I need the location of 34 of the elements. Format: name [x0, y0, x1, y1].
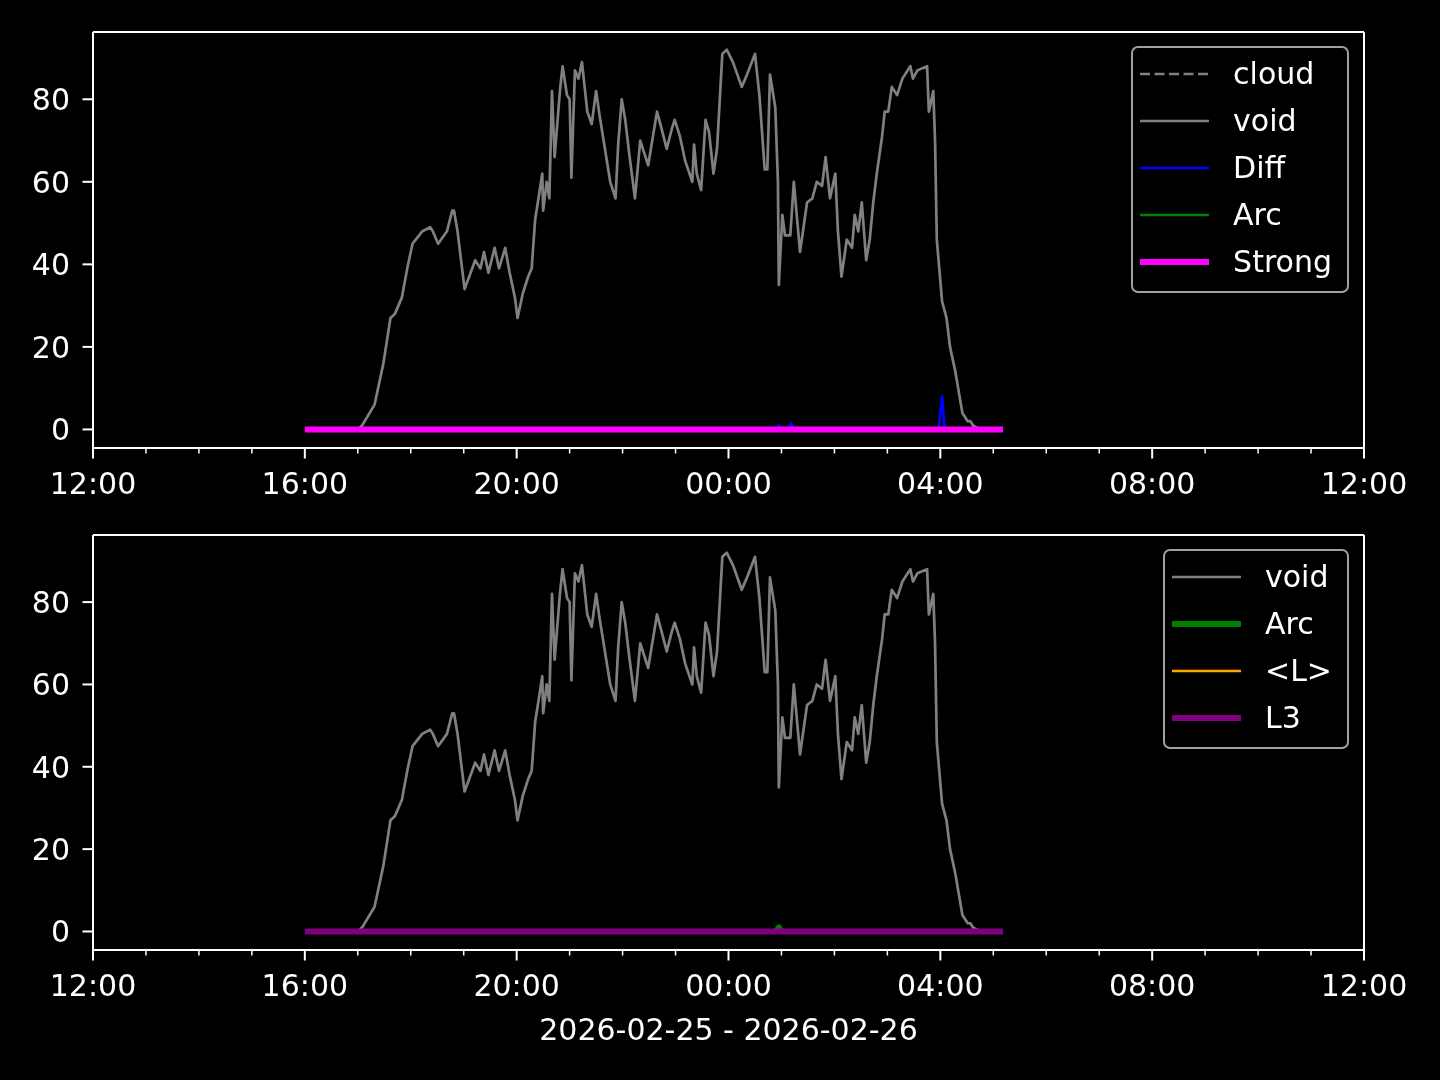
x-tick-label: 12:00 — [1320, 466, 1408, 501]
x-tick-label: 00:00 — [685, 466, 772, 501]
legend-label: Strong — [1233, 243, 1332, 279]
legend-label: void — [1265, 558, 1329, 594]
y-tick-label: 40 — [31, 749, 70, 785]
legend-label: Arc — [1233, 196, 1282, 232]
legend-label: <L> — [1265, 652, 1332, 688]
y-tick-label: 20 — [31, 329, 70, 365]
x-tick-label: 08:00 — [1108, 466, 1196, 501]
x-tick-label: 20:00 — [473, 968, 560, 1003]
y-tick-label: 0 — [50, 412, 70, 448]
x-tick-label: 16:00 — [261, 466, 349, 501]
x-tick-label: 16:00 — [261, 968, 349, 1003]
legend-label: Arc — [1265, 605, 1314, 641]
x-tick-label: 04:00 — [897, 466, 984, 501]
x-tick-label: 08:00 — [1108, 968, 1196, 1003]
legend-label: L3 — [1265, 699, 1301, 735]
x-tick-label: 12:00 — [49, 466, 137, 501]
y-tick-label: 60 — [31, 164, 70, 200]
legend-label: cloud — [1233, 55, 1315, 91]
y-tick-label: 80 — [31, 82, 70, 118]
x-tick-label: 20:00 — [473, 466, 560, 501]
x-axis-title: 2026-02-25 - 2026-02-26 — [539, 1012, 918, 1047]
y-tick-label: 40 — [31, 247, 70, 283]
y-tick-label: 60 — [31, 667, 70, 703]
x-tick-label: 12:00 — [1320, 968, 1408, 1003]
legend-label: void — [1233, 102, 1297, 138]
x-tick-label: 04:00 — [897, 968, 984, 1003]
y-tick-label: 80 — [31, 584, 70, 620]
y-tick-label: 0 — [50, 914, 70, 950]
y-tick-label: 20 — [31, 831, 70, 867]
x-tick-label: 12:00 — [49, 968, 137, 1003]
x-tick-label: 00:00 — [685, 968, 772, 1003]
legend-label: Diff — [1233, 149, 1286, 185]
